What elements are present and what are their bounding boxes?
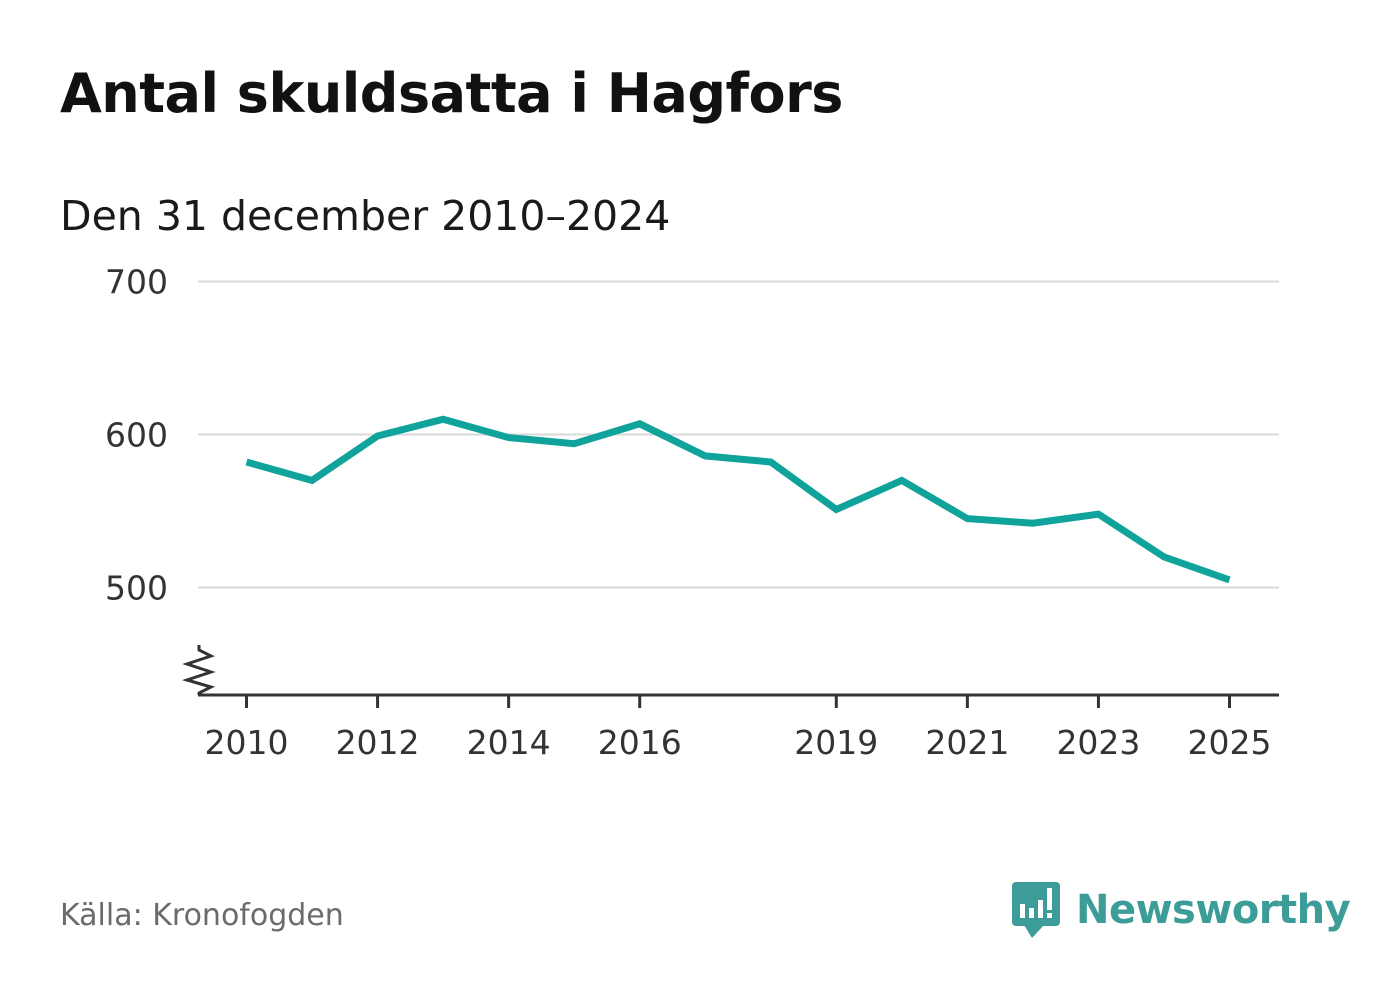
data-point-2015 <box>574 443 575 444</box>
data-point-2019 <box>836 509 837 510</box>
x-tick-label-2014: 2014 <box>467 723 551 762</box>
x-tick-label-2025: 2025 <box>1188 723 1272 762</box>
data-point-2014 <box>508 437 509 438</box>
y-tick-label-500: 500 <box>105 569 168 608</box>
data-point-2010 <box>246 462 247 463</box>
data-point-2022 <box>1032 523 1033 524</box>
y-axis-break-icon <box>181 645 216 695</box>
y-tick-label-600: 600 <box>105 416 168 455</box>
data-point-2016 <box>639 423 640 424</box>
x-tick-label-2016: 2016 <box>598 723 682 762</box>
x-axis <box>181 645 1279 697</box>
brand-logo: Newsworthy <box>1010 878 1351 942</box>
x-tick-label-2023: 2023 <box>1056 723 1140 762</box>
data-point-2018 <box>770 462 771 463</box>
chart-title: Antal skuldsatta i Hagfors <box>60 62 843 125</box>
data-point-2013 <box>443 419 444 420</box>
chart-subtitle: Den 31 december 2010–2024 <box>60 192 671 240</box>
data-point-2024 <box>1163 556 1164 557</box>
data-point-2020 <box>901 480 902 481</box>
data-point-2017 <box>705 455 706 456</box>
series-line <box>245 415 1231 584</box>
data-point-2012 <box>377 436 378 437</box>
y-tick-label-700: 700 <box>105 263 168 302</box>
x-axis-ticks: 2010 2012 2014 2016 2019 2021 2023 2025 <box>205 695 1272 762</box>
data-point-2023 <box>1098 514 1099 515</box>
data-point-2021 <box>967 518 968 519</box>
grid-lines <box>198 280 1279 589</box>
x-tick-label-2019: 2019 <box>794 723 878 762</box>
x-tick-label-2010: 2010 <box>205 723 289 762</box>
series <box>245 415 1231 584</box>
y-axis-ticks: 500 600 700 <box>105 263 168 608</box>
x-tick-label-2012: 2012 <box>336 723 420 762</box>
brand-name: Newsworthy <box>1076 887 1351 933</box>
source-note: Källa: Kronofogden <box>60 898 344 933</box>
x-tick-label-2021: 2021 <box>925 723 1009 762</box>
data-point-2025 <box>1229 579 1230 580</box>
data-point-2011 <box>312 480 313 481</box>
bar-chart-speech-bubble-icon <box>1012 882 1060 938</box>
